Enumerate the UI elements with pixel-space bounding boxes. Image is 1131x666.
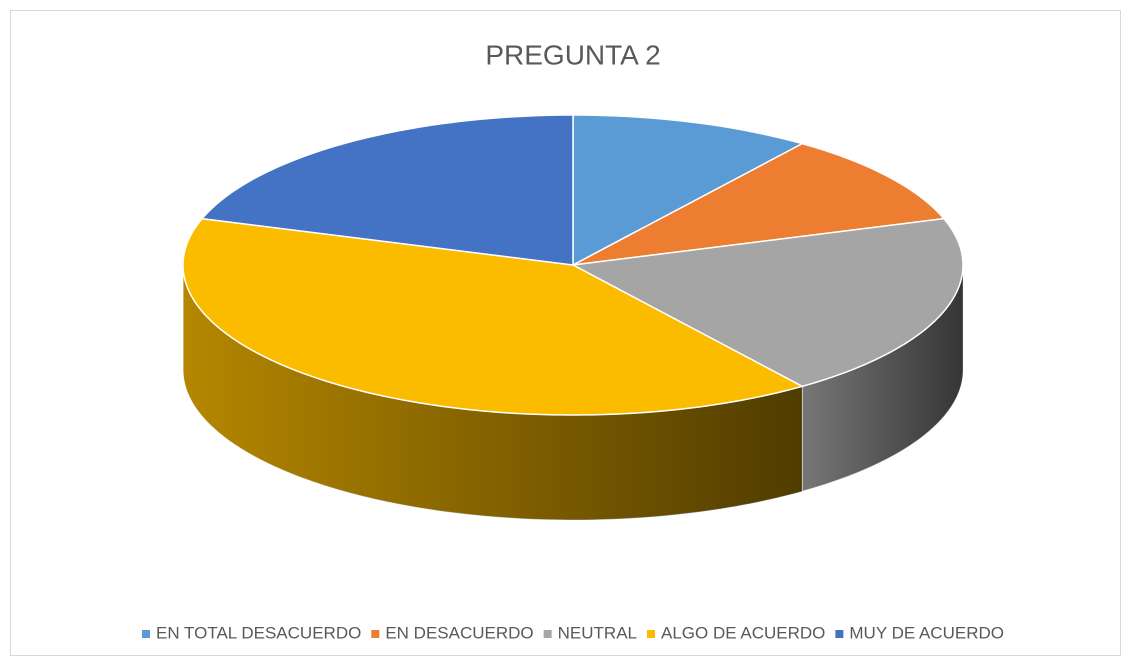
legend-swatch xyxy=(647,630,655,638)
legend-swatch xyxy=(835,630,844,638)
legend-label: NEUTRAL xyxy=(558,623,637,642)
legend-swatch xyxy=(543,630,552,638)
legend-label: EN TOTAL DESACUERDO xyxy=(156,623,361,642)
legend-swatch xyxy=(142,630,151,638)
slice-side-shade xyxy=(802,265,963,492)
chart-title: PREGUNTA 2 xyxy=(485,39,660,70)
legend-label: EN DESACUERDO xyxy=(385,623,533,642)
legend-swatch xyxy=(371,630,380,638)
slice xyxy=(182,217,805,416)
slice xyxy=(570,217,964,388)
slice xyxy=(572,142,946,266)
slice xyxy=(200,114,574,266)
slice xyxy=(572,114,805,267)
legend-label: MUY DE ACUERDO xyxy=(849,623,1004,642)
legend-label: ALGO DE ACUERDO xyxy=(661,623,825,642)
slice-side-shade xyxy=(183,265,803,520)
